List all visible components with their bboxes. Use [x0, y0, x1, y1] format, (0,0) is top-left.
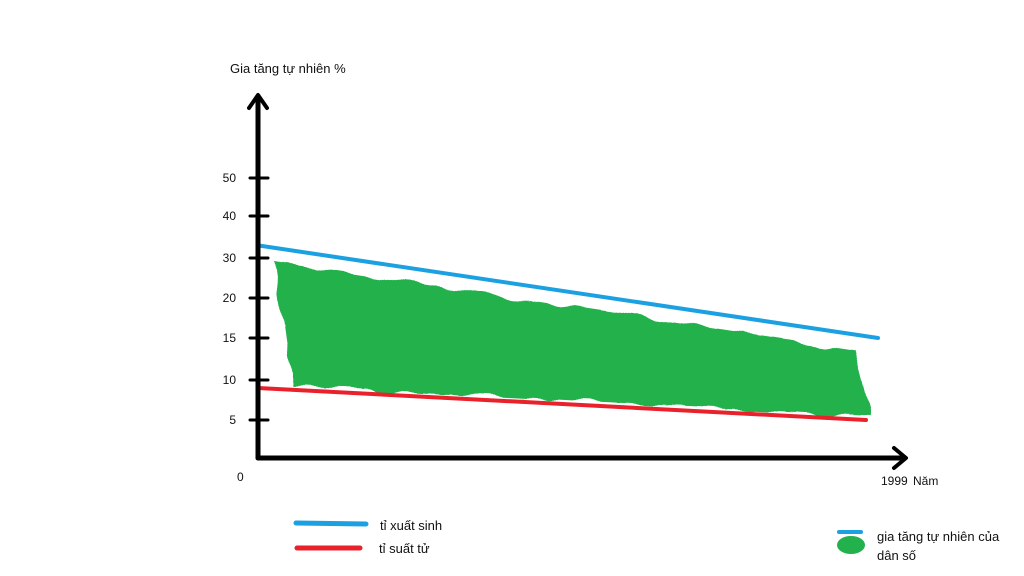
y-tick-label-40: 40	[223, 209, 237, 223]
y-tick-label-5: 5	[229, 413, 236, 427]
legend-area-label-line2: dân số	[877, 548, 916, 563]
natural-growth-area	[275, 262, 872, 416]
legend-birth-swatch	[293, 520, 369, 527]
y-axis-ticks: 5 10 15 20 30 40 50	[223, 171, 270, 427]
x-axis-arrow-icon	[892, 446, 908, 470]
legend-death-label: tỉ suất tử	[379, 541, 430, 556]
legend-birth-label: tỉ xuất sinh	[380, 518, 442, 533]
legend-area-swatch	[837, 536, 865, 554]
y-tick-label-10: 10	[223, 373, 237, 387]
y-tick-label-30: 30	[223, 251, 237, 265]
y-axis-label: Gia tăng tự nhiên %	[230, 61, 346, 76]
y-tick-label-15: 15	[223, 331, 237, 345]
origin-label: 0	[237, 470, 244, 484]
y-tick-label-20: 20	[223, 291, 237, 305]
birth-rate-line	[256, 243, 880, 340]
legend-area-label-line1: gia tăng tự nhiên của	[877, 529, 1000, 544]
death-rate-line	[256, 386, 868, 422]
x-end-tick-label: 1999	[881, 474, 908, 488]
x-axis-label: Năm	[913, 474, 938, 488]
y-tick-label-50: 50	[223, 171, 237, 185]
y-axis-arrow-icon	[247, 93, 269, 110]
